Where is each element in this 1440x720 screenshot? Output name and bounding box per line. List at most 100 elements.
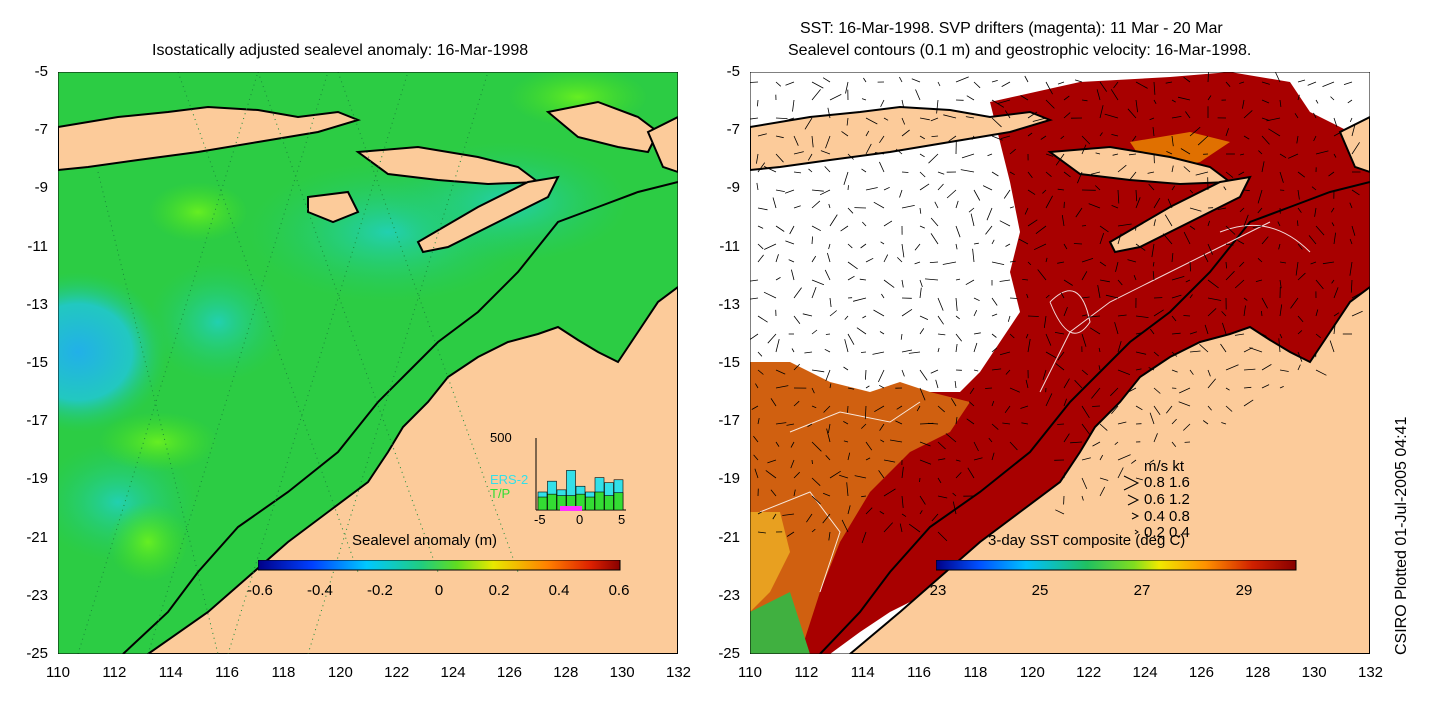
velocity-vector [1207, 279, 1219, 289]
velocity-vector [1114, 322, 1119, 335]
velocity-vector [1350, 279, 1353, 293]
velocity-vector [1333, 287, 1339, 299]
inset-bar-tp [594, 491, 605, 511]
velocity-vector [1315, 99, 1319, 104]
velocity-vector [1177, 96, 1191, 101]
velocity-vector [999, 220, 1011, 227]
velocity-vector [841, 131, 849, 137]
velocity-vector [1347, 99, 1353, 104]
left-y-tick: -23 [26, 586, 48, 604]
velocity-vector [1063, 433, 1070, 443]
right-y-tick: -13 [718, 295, 740, 313]
velocity-vector [1135, 315, 1149, 318]
left-y-tick: -17 [26, 412, 48, 430]
velocity-vector [1001, 81, 1011, 87]
velocity-vector [775, 135, 784, 139]
velocity-vector [1279, 171, 1284, 183]
velocity-vector [1090, 171, 1101, 175]
velocity-vector [1314, 207, 1317, 217]
velocity-vector [1207, 405, 1212, 411]
velocity-vector [786, 531, 795, 537]
velocity-vector [1331, 222, 1335, 227]
velocity-vector [1171, 116, 1182, 119]
velocity-vector [1315, 309, 1319, 317]
velocity-vector [1331, 279, 1335, 284]
velocity-vector [859, 278, 867, 281]
velocity-vector [829, 310, 837, 317]
left-x-tick: 110 [46, 664, 70, 681]
velocity-vector [1222, 322, 1227, 335]
velocity-vector [826, 428, 831, 443]
velocity-vector [1027, 132, 1033, 137]
velocity-vector [1333, 117, 1338, 127]
velocity-vector [914, 243, 921, 251]
velocity-vector [802, 313, 813, 317]
velocity-vector [1088, 203, 1101, 209]
velocity-vector [1081, 99, 1088, 102]
velocity-vector [901, 349, 913, 353]
velocity-vector [1223, 186, 1227, 191]
sst-colorbar-tick: 27 [1133, 582, 1151, 599]
velocity-vector [1099, 232, 1105, 245]
velocity-vector [1225, 81, 1231, 87]
velocity-vector [1313, 135, 1317, 142]
velocity-vector [1261, 384, 1270, 389]
velocity-vector [820, 150, 831, 155]
velocity-vector [1098, 365, 1101, 371]
velocity-vector [1115, 261, 1119, 272]
velocity-vector [1225, 225, 1236, 235]
velocity-vector [937, 183, 944, 191]
velocity-vector [844, 339, 849, 353]
left-y-tick: -19 [26, 470, 48, 488]
velocity-vector [1074, 79, 1083, 83]
velocity-vector [757, 315, 768, 323]
velocity-vector [1165, 405, 1173, 414]
velocity-vector [827, 107, 831, 119]
velocity-vector [1278, 338, 1281, 353]
velocity-vector [986, 207, 993, 221]
velocity-vector [1132, 135, 1137, 142]
velocity-vector [1313, 112, 1317, 119]
velocity-vector [937, 315, 944, 325]
velocity-vector [1063, 243, 1068, 250]
velocity-vector [824, 166, 831, 173]
inset-xtick-0: 0 [576, 512, 583, 527]
velocity-vector [1009, 148, 1016, 155]
right-y-tick: -19 [718, 470, 740, 488]
inset-bar-tp [604, 495, 614, 511]
velocity-vector [1189, 261, 1191, 272]
velocity-vector [753, 435, 759, 443]
velocity-vector [901, 466, 904, 479]
velocity-vector [1005, 243, 1011, 247]
velocity-vector [1099, 477, 1109, 481]
velocity-vector [764, 243, 777, 250]
velocity-vector [861, 531, 867, 544]
velocity-vector [919, 279, 923, 288]
velocity-vector [1333, 232, 1336, 245]
velocity-vector [1111, 405, 1119, 414]
velocity-vector [952, 501, 957, 515]
velocity-vector [1207, 72, 1209, 83]
velocity-vector [982, 185, 993, 191]
velocity-vector [1060, 135, 1065, 140]
velocity-vector [1081, 477, 1088, 490]
left-y-tick: -15 [26, 354, 48, 371]
velocity-vector [1042, 369, 1047, 381]
velocity-vector [1081, 135, 1091, 145]
velocity-vector [1330, 207, 1335, 213]
velocity-vector [1135, 197, 1141, 209]
velocity-vector [901, 369, 905, 377]
velocity-vector [968, 401, 975, 407]
velocity-vector [828, 423, 831, 434]
velocity-vector [782, 513, 795, 516]
legend-ers2: ERS-2 [490, 472, 528, 487]
sst-colorbar-tick: 23 [929, 582, 947, 599]
velocity-vector [1207, 369, 1211, 377]
velocity-vector [1225, 243, 1234, 246]
velocity-vector [1075, 207, 1083, 218]
velocity-vector [1199, 344, 1209, 353]
velocity-vector [1060, 292, 1065, 299]
velocity-vector [854, 475, 867, 479]
velocity-vector [937, 333, 946, 336]
velocity-vector [955, 343, 958, 353]
